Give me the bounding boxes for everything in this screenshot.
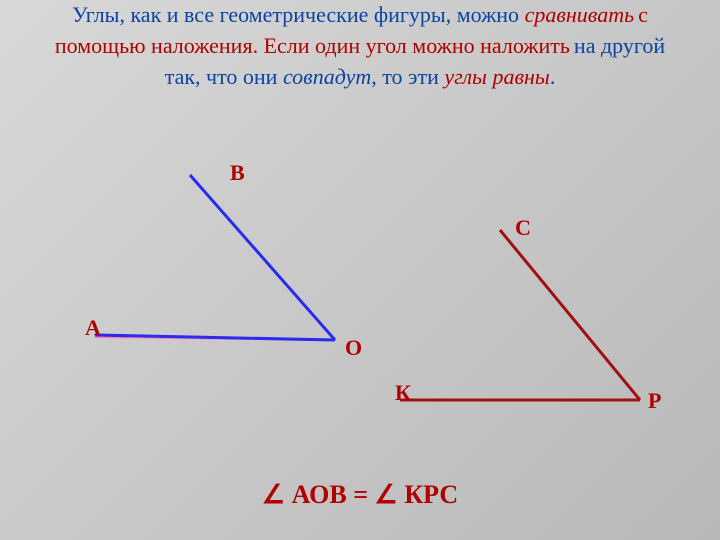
label-k: К <box>395 380 411 406</box>
label-p: Р <box>648 388 661 414</box>
intro-text: Углы, как и все геометрические фигуры, м… <box>0 0 720 92</box>
angle1-ray-ob <box>190 175 335 340</box>
intro-line1-a: Углы, как и все геометрические фигуры, м… <box>72 2 524 27</box>
label-a: A <box>85 315 101 341</box>
intro-line3-b: совпадут <box>283 64 371 89</box>
angle1-ray-ob-tint <box>192 177 335 340</box>
intro-line1-b: сравнивать <box>525 2 635 27</box>
label-o: O <box>345 335 362 361</box>
angle2-ray-pc <box>500 230 640 400</box>
intro-line3-c: , то эти <box>371 64 444 89</box>
angle1-ray-oa-tint <box>95 337 335 340</box>
intro-line3-e: . <box>550 64 556 89</box>
equation: ∠ АОВ = ∠ КРС <box>0 480 720 510</box>
angle1-ray-oa <box>95 335 335 340</box>
label-c: С <box>515 215 531 241</box>
label-b: B <box>230 160 245 186</box>
intro-line3-d: углы равны <box>444 64 549 89</box>
